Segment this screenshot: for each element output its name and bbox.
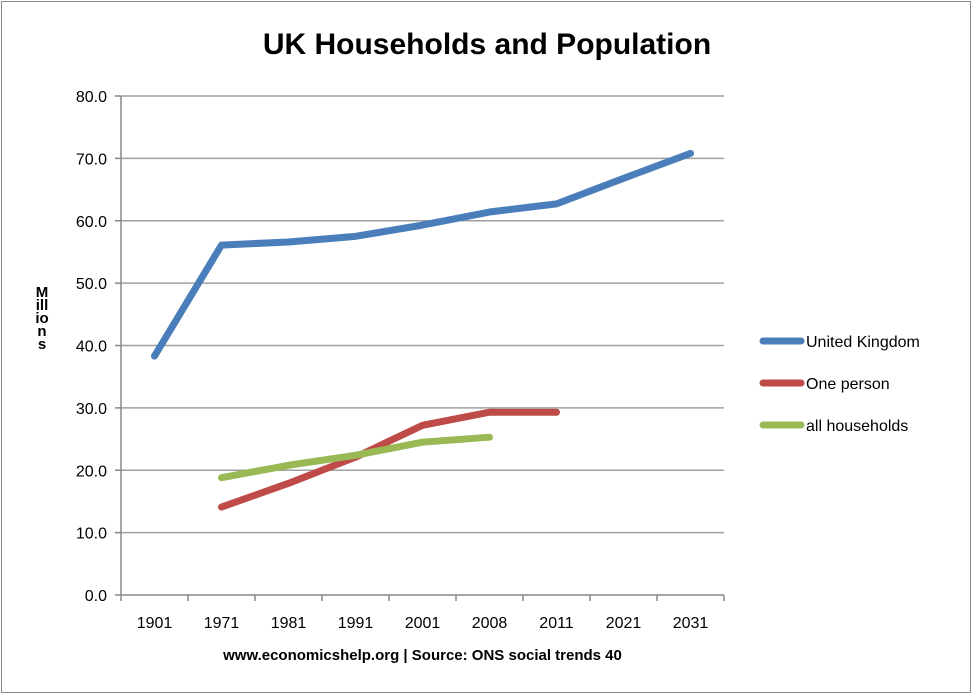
- x-tick-label: 2011: [539, 615, 574, 632]
- x-tick-label: 1971: [204, 615, 240, 632]
- x-axis-label: www.economicshelp.org | Source: ONS soci…: [223, 647, 622, 664]
- x-tick-label: 2031: [673, 615, 709, 632]
- series-line-one-person: [218, 408, 560, 511]
- x-tick-label: 2001: [405, 615, 441, 632]
- y-tick-label: 70.0: [76, 151, 107, 168]
- series-line-united-kingdom: [151, 149, 694, 360]
- y-tick-label: 60.0: [76, 214, 107, 231]
- y-tick-label: 40.0: [76, 339, 107, 356]
- y-tick-label: 10.0: [76, 526, 107, 543]
- x-tick-label: 2008: [472, 615, 508, 632]
- legend-label: United Kingdom: [806, 334, 920, 351]
- y-tick-label: 50.0: [76, 276, 107, 293]
- x-tick-label: 1981: [271, 615, 307, 632]
- y-axis-label: Millions: [35, 284, 49, 353]
- x-tick-label: 1991: [338, 615, 374, 632]
- chart-title: UK Households and Population: [262, 28, 712, 61]
- legend-label: One person: [806, 376, 890, 393]
- x-tick-label: 1901: [137, 615, 173, 632]
- y-tick-label: 0.0: [85, 588, 107, 605]
- y-tick-label: 80.0: [76, 89, 107, 106]
- legend-label: all households: [806, 418, 908, 435]
- x-tick-label: 2021: [606, 615, 642, 632]
- y-tick-label: 30.0: [76, 401, 107, 418]
- y-tick-label: 20.0: [76, 463, 107, 480]
- series-line-all-households: [218, 433, 493, 482]
